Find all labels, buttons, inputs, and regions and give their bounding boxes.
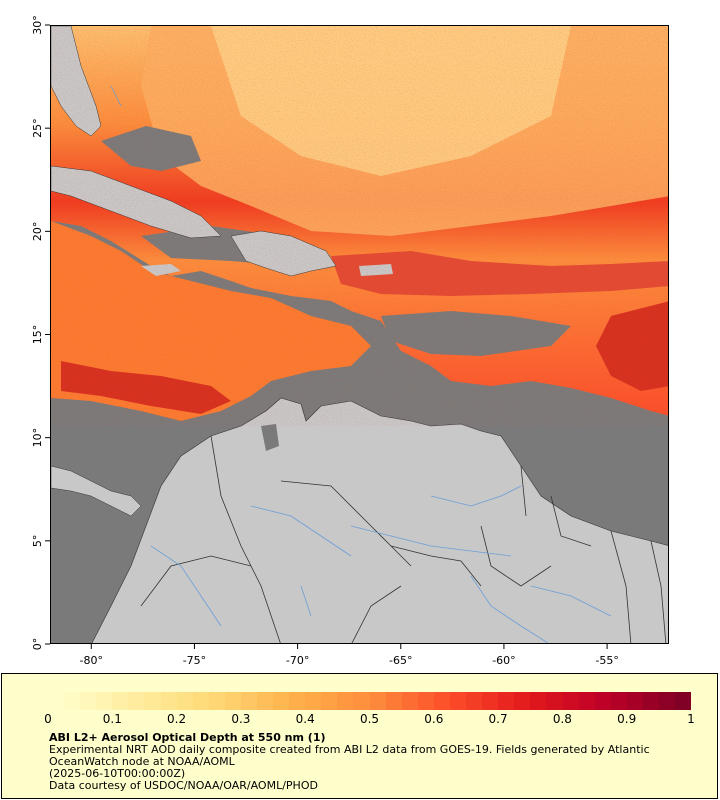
colorbar-segment xyxy=(208,692,225,710)
colorbar-segment xyxy=(626,692,643,710)
colorbar-tick-label: 0 xyxy=(44,712,52,726)
y-tick-label: 30° xyxy=(31,15,44,35)
colorbar-segment xyxy=(594,692,611,710)
colorbar-segment xyxy=(305,692,322,710)
colorbar-tick-label: 0.5 xyxy=(359,712,380,726)
legend-description: Experimental NRT AOD daily composite cre… xyxy=(49,743,650,768)
colorbar-tick-label: 0.1 xyxy=(102,712,122,726)
colorbar xyxy=(48,692,692,710)
legend-title: ABI L2+ Aerosol Optical Depth at 550 nm … xyxy=(49,731,326,744)
lake-maracaibo xyxy=(261,424,279,451)
y-tick-label: 5° xyxy=(31,535,44,548)
colorbar-segment xyxy=(337,692,354,710)
colorbar-tick-label: 0.8 xyxy=(552,712,572,726)
colorbar-segment xyxy=(401,692,418,710)
colorbar-segment xyxy=(498,692,515,710)
colorbar-segment xyxy=(257,692,274,710)
colorbar-segment xyxy=(192,692,209,710)
legend-text: ABI L2+ Aerosol Optical Depth at 550 nm … xyxy=(49,732,689,792)
colorbar-segment xyxy=(224,692,241,710)
aod-noise-texture xyxy=(51,26,668,426)
colorbar-segment xyxy=(321,692,338,710)
colorbar-segment xyxy=(433,692,450,710)
colorbar-segment xyxy=(176,692,193,710)
x-tick-label: -70° xyxy=(286,654,309,667)
colorbar-segment xyxy=(658,692,676,710)
colorbar-segment xyxy=(675,692,692,710)
x-tick-label: -75° xyxy=(183,654,206,667)
colorbar-tick-label: 0.7 xyxy=(488,712,508,726)
map-axes: -80° -75° -70° -65° -60° -55° 0° 5° 10° 15° 20° 25°… xyxy=(31,15,619,667)
colorbar-segment xyxy=(240,692,258,710)
colorbar-tick-label: 0.6 xyxy=(424,712,444,726)
colorbar-segment xyxy=(546,692,563,710)
colorbar-segment xyxy=(353,692,370,710)
y-tick-label: 25° xyxy=(31,118,44,138)
colorbar-tick-label: 0.2 xyxy=(167,712,187,726)
colorbar-segment xyxy=(273,692,290,710)
colorbar-segment xyxy=(80,692,97,710)
colorbar-segment xyxy=(562,692,579,710)
colorbar-segment xyxy=(160,692,177,710)
y-tick-label: 0° xyxy=(31,638,44,651)
colorbar-segment xyxy=(578,692,595,710)
x-tick-label: -80° xyxy=(80,654,103,667)
legend-date: (2025-06-10T00:00:00Z) xyxy=(49,767,186,780)
colorbar-segment xyxy=(128,692,145,710)
colorbar-segment xyxy=(369,692,386,710)
x-tick-label: -60° xyxy=(492,654,515,667)
land-panama xyxy=(51,465,142,517)
colorbar-segment xyxy=(64,692,81,710)
colorbar-segment xyxy=(96,692,113,710)
colorbar-tick-label: 0.4 xyxy=(295,712,315,726)
y-tick-label: 10° xyxy=(31,428,44,448)
colorbar-segment xyxy=(48,692,65,710)
colorbar-segment xyxy=(112,692,129,710)
colorbar-segment xyxy=(144,692,161,710)
colorbar-tick-label: 0.9 xyxy=(617,712,637,726)
legend-panel: 0 0.1 0.2 0.3 0.4 0.5 0.6 0.7 0.8 0.9 1 ABI L2+ Ae… xyxy=(1,673,718,799)
colorbar-segment xyxy=(449,692,467,710)
y-tick-label: 15° xyxy=(31,325,44,345)
colorbar-segment xyxy=(514,692,531,710)
colorbar-tick-label: 1 xyxy=(687,712,695,726)
colorbar-segment xyxy=(466,692,483,710)
colorbar-segment xyxy=(417,692,434,710)
x-tick-label: -55° xyxy=(595,654,618,667)
colorbar-segment xyxy=(530,692,547,710)
y-tick-label: 20° xyxy=(31,222,44,242)
colorbar-segment xyxy=(289,692,306,710)
border-lines xyxy=(140,435,667,643)
colorbar-segment xyxy=(642,692,659,710)
x-tick-label: -65° xyxy=(389,654,412,667)
colorbar-tick-label: 0.3 xyxy=(231,712,251,726)
colorbar-segment xyxy=(482,692,499,710)
legend-credit: Data courtesy of USDOC/NOAA/OAR/AOML/PHO… xyxy=(49,779,318,792)
aod-map xyxy=(51,26,668,643)
colorbar-segment xyxy=(385,692,402,710)
colorbar-segment xyxy=(610,692,627,710)
map-area xyxy=(50,25,669,644)
